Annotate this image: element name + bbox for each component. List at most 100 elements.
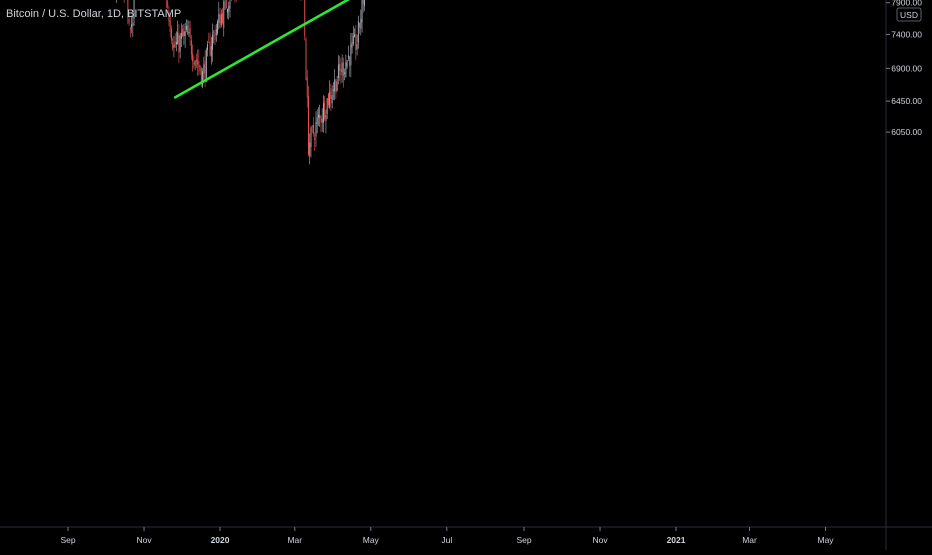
candle-body: [332, 95, 333, 103]
price-tick-label: 6050.00: [891, 127, 922, 137]
candle-body: [325, 115, 326, 121]
candle-body: [334, 80, 335, 92]
candle-body: [177, 33, 178, 45]
candle-body: [205, 61, 206, 77]
currency-button[interactable]: USD: [897, 8, 921, 21]
candle-body: [203, 64, 204, 73]
candle-body: [340, 69, 341, 75]
candle-body: [324, 101, 325, 119]
candle-body: [170, 20, 171, 31]
candle-body: [306, 39, 307, 80]
candle-body: [171, 29, 172, 41]
candle-body: [131, 24, 132, 27]
time-tick-label: 2021: [667, 535, 686, 545]
candle-body: [323, 103, 324, 122]
time-tick-label: 2020: [211, 535, 230, 545]
candle-body: [338, 64, 339, 78]
candle-body: [319, 115, 320, 118]
time-tick-label: Sep: [60, 535, 75, 545]
candle-body: [328, 94, 329, 105]
candle-body: [183, 31, 184, 36]
candle-body: [198, 61, 199, 67]
candle-body: [191, 41, 192, 55]
time-tick-label: May: [818, 535, 835, 545]
candle-body: [132, 23, 133, 25]
candle-body: [355, 34, 356, 50]
candle-body: [197, 60, 198, 64]
candle-body: [186, 26, 187, 30]
candle-body: [307, 78, 308, 98]
candle-body: [347, 60, 348, 66]
candle-body: [360, 19, 361, 29]
candle-body: [222, 13, 223, 23]
candle-body: [217, 21, 218, 33]
candle-body: [362, 0, 363, 23]
candle-body: [193, 63, 194, 64]
time-tick-label: Mar: [742, 535, 757, 545]
candle-body: [195, 61, 196, 66]
candle-body: [364, 0, 365, 6]
candle-body: [337, 82, 338, 91]
candle-body: [178, 34, 179, 52]
candle-body: [311, 127, 312, 147]
candle-body: [342, 63, 343, 72]
price-tick-label: 6900.00: [891, 63, 922, 73]
candle-body: [213, 32, 214, 33]
candle-body: [206, 50, 207, 82]
candle-body: [354, 34, 355, 37]
candle-body: [318, 115, 319, 118]
candle-body: [322, 119, 323, 123]
candle-body: [202, 71, 203, 86]
candle-body: [304, 0, 305, 36]
candle-body: [349, 57, 350, 66]
candle-body: [175, 42, 176, 47]
candle-body: [330, 88, 331, 98]
candle-body: [130, 28, 131, 30]
candle-body: [173, 45, 174, 47]
time-tick-label: Mar: [287, 535, 302, 545]
candle-body: [196, 60, 197, 62]
candle-body: [182, 29, 183, 37]
chart-title: Bitcoin / U.S. Dollar, 1D, BITSTAMP: [6, 8, 181, 20]
candle-body: [227, 9, 228, 12]
candle-body: [353, 36, 354, 44]
candle-body: [200, 66, 201, 72]
time-tick-label: Sep: [516, 535, 531, 545]
candle-body: [312, 126, 313, 127]
candle-body: [329, 92, 330, 107]
price-tick-label: 7400.00: [891, 29, 922, 39]
candle-body: [345, 63, 346, 77]
price-tick-label: 6450.00: [891, 96, 922, 106]
candle-body: [172, 43, 173, 48]
candle-body: [188, 32, 189, 33]
time-tick-label: May: [363, 535, 380, 545]
currency-label[interactable]: USD: [900, 10, 918, 20]
candle-body: [190, 28, 191, 38]
candle-body: [185, 31, 186, 35]
candle-body: [208, 42, 209, 43]
candle-body: [215, 33, 216, 39]
candle-body: [221, 15, 222, 25]
candle-body: [230, 1, 231, 8]
candle-body: [343, 62, 344, 76]
candle-body: [212, 35, 213, 50]
candle-body: [192, 54, 193, 62]
price-tick-label: 7900.00: [891, 0, 922, 8]
time-tick-label: Nov: [136, 535, 152, 545]
candle-body: [309, 143, 310, 157]
candle-body: [220, 14, 221, 28]
candle-body: [348, 56, 349, 59]
candle-body: [363, 0, 364, 4]
candle-body: [321, 117, 322, 122]
candle-body: [344, 72, 345, 73]
time-tick-label: Nov: [592, 535, 608, 545]
candle-body: [358, 21, 359, 42]
candle-body: [226, 0, 227, 8]
candle-body: [207, 44, 208, 50]
candle-body: [167, 2, 168, 8]
candle-body: [359, 23, 360, 28]
candle-body: [308, 96, 309, 155]
candle-body: [339, 64, 340, 71]
